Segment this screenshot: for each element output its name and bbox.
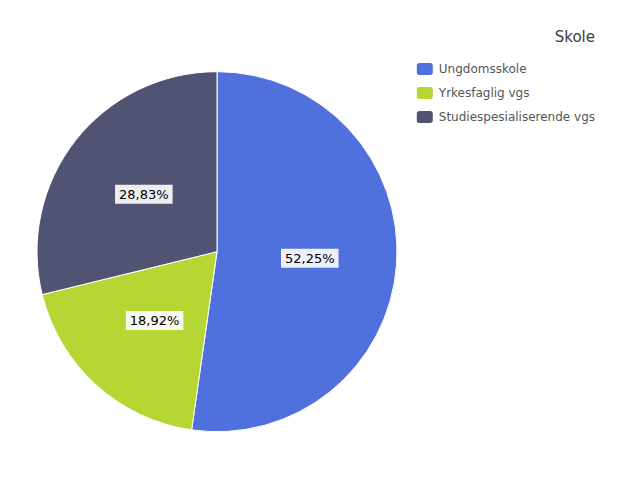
svg-text:Studiespesialiserende vgs: Studiespesialiserende vgs: [439, 110, 595, 124]
svg-text:18,92%: 18,92%: [130, 313, 180, 328]
svg-text:Yrkesfaglig vgs: Yrkesfaglig vgs: [438, 86, 530, 100]
svg-text:Ungdomsskole: Ungdomsskole: [439, 62, 527, 76]
svg-text:Skole: Skole: [555, 28, 595, 46]
svg-text:52,25%: 52,25%: [285, 251, 335, 266]
svg-text:28,83%: 28,83%: [119, 187, 169, 202]
